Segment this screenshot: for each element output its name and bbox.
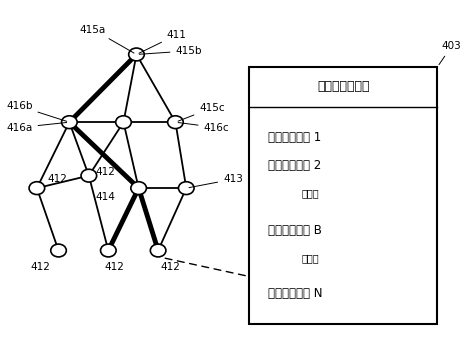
Text: 403: 403: [439, 41, 461, 65]
Circle shape: [100, 244, 116, 257]
Circle shape: [51, 244, 66, 257]
Circle shape: [131, 182, 146, 194]
Text: 416c: 416c: [178, 122, 229, 132]
Text: 412: 412: [160, 262, 180, 272]
Text: 416a: 416a: [7, 122, 66, 132]
Text: 415a: 415a: [80, 25, 134, 53]
Text: 組立ブロック B: 組立ブロック B: [268, 224, 322, 237]
Circle shape: [29, 182, 45, 194]
Bar: [249, 67, 438, 324]
Text: 加えられた要素: 加えられた要素: [317, 80, 370, 93]
Text: ・・・: ・・・: [302, 253, 319, 264]
Circle shape: [179, 182, 194, 194]
Circle shape: [168, 116, 183, 129]
Text: 412: 412: [104, 262, 124, 272]
Text: 412: 412: [95, 167, 115, 177]
Text: 組立ブロック 1: 組立ブロック 1: [268, 131, 321, 144]
Circle shape: [150, 244, 166, 257]
Text: ・・・: ・・・: [302, 189, 319, 198]
Text: 415b: 415b: [139, 46, 202, 56]
Text: 412: 412: [48, 174, 67, 184]
Circle shape: [129, 48, 144, 61]
Text: 組立ブロック 2: 組立ブロック 2: [268, 159, 321, 172]
Circle shape: [116, 116, 131, 129]
Text: 415c: 415c: [178, 103, 225, 121]
Text: 411: 411: [139, 30, 186, 53]
Text: 412: 412: [30, 262, 50, 272]
Text: 414: 414: [95, 192, 115, 202]
Text: 416b: 416b: [6, 101, 66, 121]
Circle shape: [81, 169, 97, 182]
Text: 413: 413: [189, 174, 243, 188]
Text: 組立ブロック N: 組立ブロック N: [268, 287, 322, 300]
Circle shape: [61, 116, 77, 129]
